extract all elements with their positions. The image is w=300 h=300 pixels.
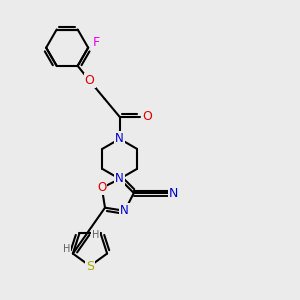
Text: N: N [120, 204, 129, 217]
Text: F: F [93, 36, 100, 49]
Text: H: H [63, 244, 70, 254]
Text: H: H [92, 230, 99, 240]
Text: N: N [169, 187, 178, 200]
Text: N: N [115, 132, 124, 146]
Text: N: N [115, 172, 124, 185]
Text: S: S [86, 260, 94, 272]
Text: O: O [143, 110, 153, 123]
Text: O: O [85, 74, 94, 87]
Text: O: O [97, 182, 106, 194]
